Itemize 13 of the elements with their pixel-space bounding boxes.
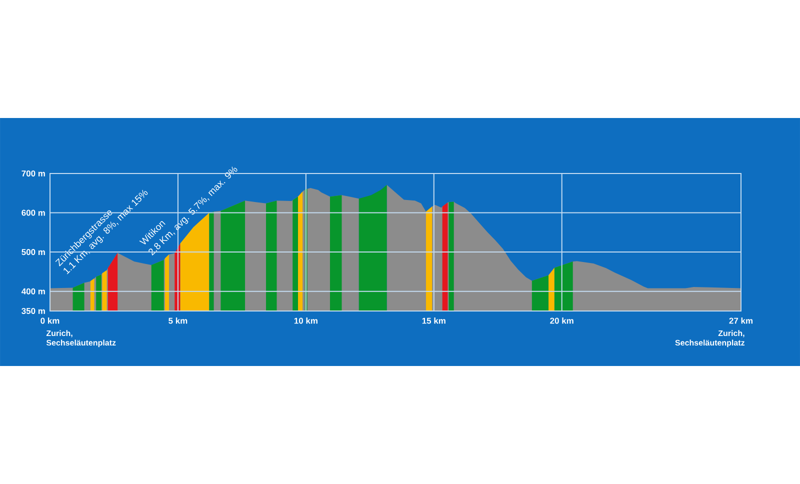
x-tick-label: 0 km — [40, 318, 60, 324]
x-tick-label: 15 km — [422, 318, 446, 324]
y-tick-label: 350 m — [22, 308, 45, 314]
x-tick-label: 5 km — [168, 318, 188, 324]
x-tick-label: 10 km — [294, 318, 318, 324]
text: Zurich, Sechseläutenplatz — [46, 330, 116, 348]
y-tick-label: 600 m — [22, 210, 45, 216]
y-tick-label: 700 m — [22, 170, 45, 176]
y-tick-label: 500 m — [22, 249, 45, 256]
x-tick-label: 27 km — [729, 318, 753, 324]
y-tick-label: 400 m — [22, 288, 45, 294]
text: Zurich, Sechseläutenplatz — [675, 330, 745, 348]
x-tick-label: 20 km — [550, 318, 574, 324]
